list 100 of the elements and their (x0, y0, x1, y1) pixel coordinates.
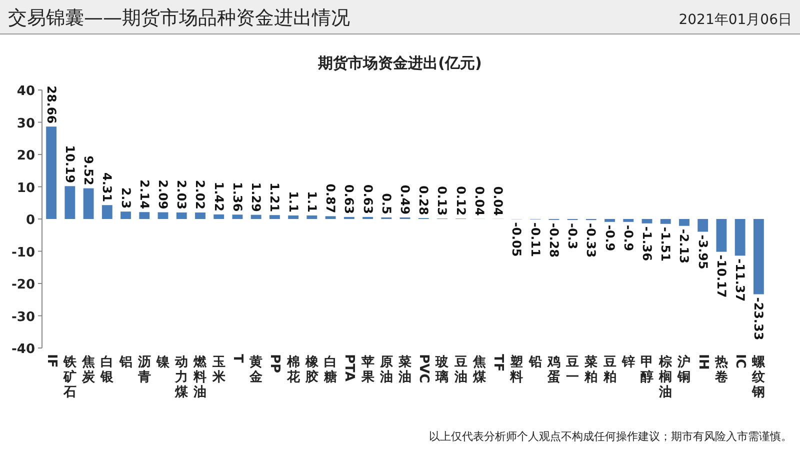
bar (232, 214, 243, 219)
x-tick-label: 玉米 (211, 355, 226, 385)
bar (46, 126, 57, 219)
y-tick-label: 30 (16, 116, 35, 132)
text: 以上仅代表分析师个人观点不构成任何操作建议；期市有风险入市需谨慎。 (429, 430, 792, 443)
x-tick-label: 鸡蛋 (546, 355, 560, 385)
x-tick-label: 棕榈油 (658, 354, 672, 400)
bar (195, 212, 206, 219)
text: 2021年01月06日 (678, 12, 792, 28)
bar (604, 219, 615, 222)
data-label: -0.05 (510, 222, 524, 257)
bar (288, 215, 299, 219)
x-tick-label: 铅 (528, 355, 542, 370)
x-tick-label: 动力煤 (174, 355, 190, 400)
data-label: 0.5 (379, 193, 394, 214)
data-label: 2.3 (118, 187, 133, 209)
data-label: -0.3 (566, 222, 580, 250)
x-tick-label: PTA (342, 354, 357, 382)
bar (269, 215, 280, 219)
bar (753, 219, 764, 294)
data-label: 0.28 (416, 185, 431, 216)
bar (250, 214, 262, 219)
data-label: -0.33 (584, 223, 598, 258)
x-tick-label: 沪铜 (676, 354, 691, 385)
y-tick-label: -30 (12, 310, 35, 325)
bar (716, 219, 727, 252)
y-tick-label: 10 (16, 180, 35, 196)
y-tick-label: -40 (12, 342, 35, 357)
x-tick-label: 铝 (118, 355, 132, 370)
bar (623, 219, 634, 222)
data-label: 1.36 (230, 182, 244, 212)
x-tick-label: 黄金 (248, 355, 264, 385)
data-label: 0.49 (398, 184, 412, 214)
data-label: 9.52 (82, 156, 96, 186)
data-label: -0.28 (546, 222, 561, 258)
bar (214, 214, 224, 219)
bar (679, 219, 690, 226)
x-tick-label: 塑料 (509, 354, 524, 385)
x-tick-label: IC (732, 354, 748, 368)
bar (306, 215, 318, 219)
x-tick-label: 豆油 (453, 355, 468, 385)
y-tick-label: -20 (12, 278, 35, 292)
x-tick-label: 豆一 (565, 355, 580, 385)
x-tick-label: 白糖 (323, 355, 338, 385)
bar (102, 205, 112, 219)
data-label: -1.36 (640, 226, 654, 261)
x-tick-label: 原油 (378, 355, 393, 385)
data-label: 2.03 (174, 180, 189, 210)
data-label: -10.17 (714, 254, 728, 298)
x-tick-label: IH (695, 354, 710, 370)
x-tick-label: 菜油 (398, 355, 412, 385)
data-label: 0.63 (342, 184, 356, 214)
data-label: 0.04 (491, 186, 506, 216)
data-label: 0.13 (435, 186, 450, 216)
bar (139, 212, 150, 219)
data-label: 2.09 (156, 180, 170, 210)
y-tick-label: 20 (16, 148, 35, 164)
x-tick-label: 锌 (620, 354, 635, 370)
x-tick-label: 沥青 (136, 355, 151, 385)
x-tick-label: 橡胶 (304, 355, 320, 385)
x-tick-label: 玻璃 (434, 355, 450, 385)
x-tick-label: 豆粕 (602, 355, 616, 385)
data-label: 0.04 (472, 186, 486, 216)
data-label: 4.31 (100, 172, 114, 202)
y-tick-label: 0 (26, 213, 35, 228)
data-label: 1.1 (286, 191, 300, 212)
x-tick-label: 白银 (100, 355, 115, 385)
data-label: -2.13 (677, 228, 692, 264)
x-tick-label: IF (44, 354, 59, 368)
chart-subtitle: 期货市场资金进出(亿元) (317, 54, 482, 72)
data-label: -11.37 (733, 258, 748, 302)
data-label: 0.12 (454, 186, 468, 216)
data-label: 1.21 (268, 182, 282, 212)
data-label: 2.02 (193, 180, 208, 210)
data-label: -0.9 (602, 224, 617, 252)
data-label: -1.51 (658, 226, 673, 262)
x-tick-label: T (230, 354, 245, 363)
data-label: 2.14 (137, 179, 152, 210)
y-tick-label: 40 (16, 84, 35, 99)
data-label: 1.29 (249, 182, 264, 212)
x-tick-label: 棉花 (286, 355, 301, 385)
chart-title: 交易锦囊——期货市场品种资金进出情况 (8, 7, 350, 29)
data-label: 28.66 (44, 86, 58, 124)
x-tick-label: 铁矿石 (62, 355, 78, 400)
x-tick-label: 热卷 (714, 355, 728, 385)
data-label: 0.63 (360, 184, 375, 214)
bar (642, 219, 652, 224)
bar (158, 212, 168, 219)
data-label: 1.1 (304, 191, 319, 212)
data-label: -23.33 (752, 297, 766, 340)
data-label: 10.19 (62, 145, 77, 184)
data-label: 0.87 (324, 184, 338, 214)
bar (176, 212, 187, 219)
data-label: -0.9 (621, 224, 636, 252)
x-tick-label: PP (267, 354, 282, 374)
x-tick-label: 菜粕 (584, 355, 598, 385)
bar (660, 219, 671, 224)
bar (120, 212, 131, 219)
data-label: -0.11 (528, 222, 542, 257)
bar (83, 188, 94, 219)
